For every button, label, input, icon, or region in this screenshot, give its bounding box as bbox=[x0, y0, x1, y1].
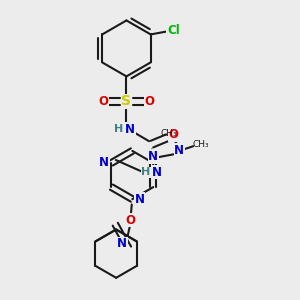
Text: N: N bbox=[125, 123, 135, 136]
Text: N: N bbox=[174, 144, 184, 157]
Text: O: O bbox=[144, 95, 154, 108]
Text: N: N bbox=[152, 166, 162, 178]
Text: N: N bbox=[99, 157, 109, 169]
Text: H: H bbox=[115, 124, 124, 134]
Text: N: N bbox=[148, 150, 158, 163]
Text: CH₃: CH₃ bbox=[160, 129, 177, 138]
Text: H: H bbox=[141, 167, 151, 177]
Text: N: N bbox=[135, 193, 145, 206]
Text: O: O bbox=[168, 128, 178, 141]
Text: Cl: Cl bbox=[167, 24, 180, 37]
Text: CH₃: CH₃ bbox=[192, 140, 209, 149]
Text: O: O bbox=[98, 95, 109, 108]
Text: S: S bbox=[122, 94, 131, 108]
Text: O: O bbox=[126, 214, 136, 227]
Text: N: N bbox=[117, 237, 127, 250]
